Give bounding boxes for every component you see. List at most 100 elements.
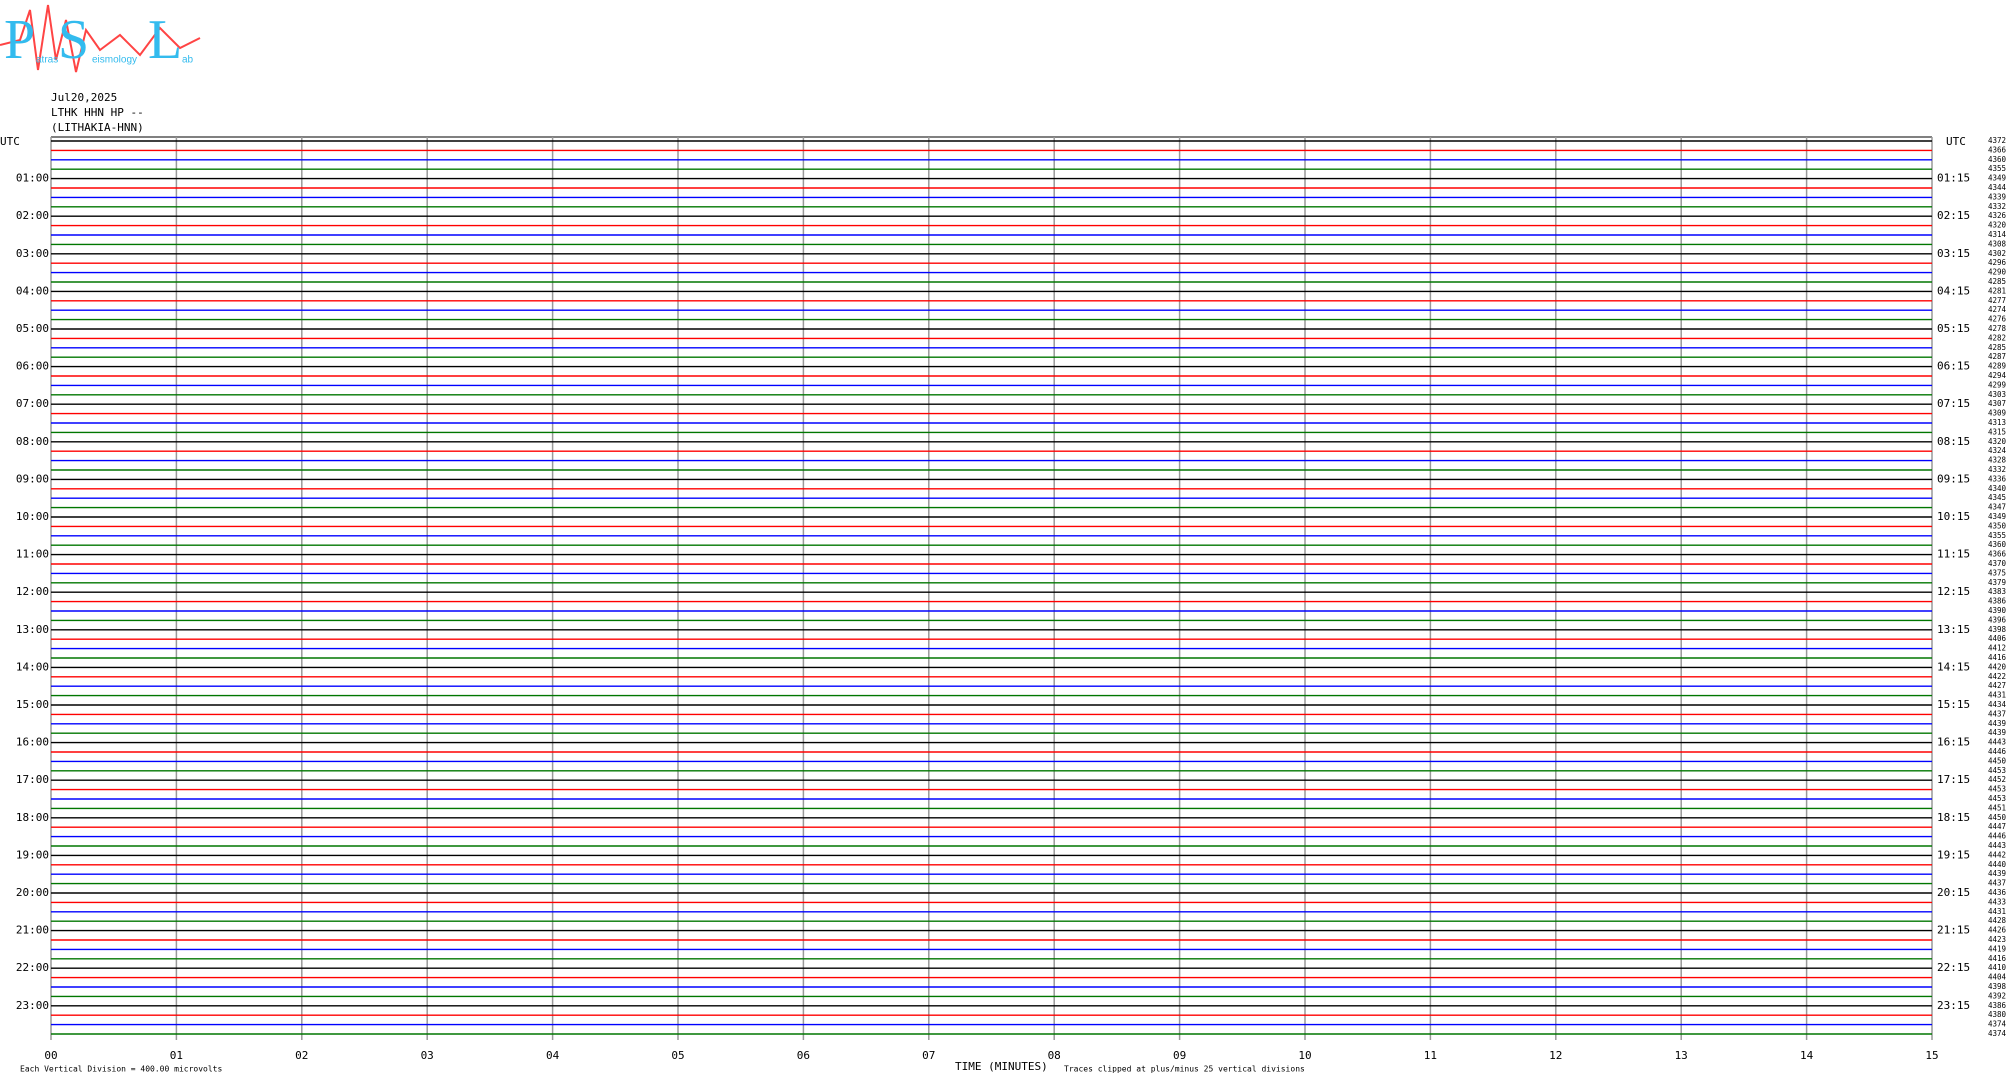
trace-count: 4398 <box>1988 982 2007 991</box>
trace-count: 4315 <box>1988 427 2006 436</box>
hour-label-right: 06:15 <box>1937 360 1970 373</box>
trace-count: 4309 <box>1988 409 2006 418</box>
hour-label-right: 15:15 <box>1937 698 1970 711</box>
hour-label-left: 07:00 <box>16 397 49 410</box>
hour-label-left: 17:00 <box>16 773 49 786</box>
trace-count: 4420 <box>1988 662 2007 671</box>
hour-label-left: 14:00 <box>16 660 49 673</box>
trace-count: 4324 <box>1988 446 2007 455</box>
trace-count: 4426 <box>1988 926 2007 935</box>
hour-label-left: 19:00 <box>16 848 49 861</box>
trace-count: 4434 <box>1988 700 2007 709</box>
hour-label-right: 23:15 <box>1937 999 1970 1012</box>
logo-small: ab <box>182 55 194 66</box>
x-tick-label: 14 <box>1800 1049 1814 1062</box>
trace-count: 4370 <box>1988 559 2007 568</box>
trace-count: 4431 <box>1988 907 2006 916</box>
trace-count: 4427 <box>1988 681 2006 690</box>
trace-count: 4440 <box>1988 860 2007 869</box>
trace-count: 4450 <box>1988 756 2007 765</box>
trace-count: 4355 <box>1988 531 2006 540</box>
hour-label-left: 01:00 <box>16 172 49 185</box>
hour-label-right: 20:15 <box>1937 886 1970 899</box>
trace-count: 4436 <box>1988 888 2007 897</box>
trace-count: 4439 <box>1988 719 2006 728</box>
trace-count: 4332 <box>1988 202 2006 211</box>
hour-label-left: 03:00 <box>16 247 49 260</box>
x-tick-label: 01 <box>170 1049 183 1062</box>
x-tick-label: 11 <box>1424 1049 1437 1062</box>
logo-letter: P <box>4 9 35 71</box>
x-tick-label: 07 <box>922 1049 935 1062</box>
logo-wave <box>0 4 201 73</box>
trace-count: 4307 <box>1988 399 2006 408</box>
hour-label-right: 19:15 <box>1937 848 1970 861</box>
trace-count: 4355 <box>1988 164 2006 173</box>
trace-count: 4350 <box>1988 521 2007 530</box>
x-tick-label: 00 <box>44 1049 57 1062</box>
trace-count: 4428 <box>1988 916 2007 925</box>
x-tick-label: 05 <box>671 1049 684 1062</box>
trace-count: 4375 <box>1988 568 2006 577</box>
hour-label-right: 21:15 <box>1937 924 1970 937</box>
trace-count: 4374 <box>1988 1020 2007 1029</box>
trace-count: 4396 <box>1988 615 2007 624</box>
trace-count: 4326 <box>1988 211 2007 220</box>
trace-count: 4277 <box>1988 296 2006 305</box>
hour-label-left: 06:00 <box>16 360 49 373</box>
trace-count: 4404 <box>1988 973 2007 982</box>
trace-count: 4386 <box>1988 1001 2007 1010</box>
trace-count: 4372 <box>1988 136 2006 145</box>
trace-count: 4452 <box>1988 775 2006 784</box>
x-tick-label: 09 <box>1173 1049 1186 1062</box>
trace-count: 4410 <box>1988 963 2007 972</box>
logo-small: atras <box>36 55 58 66</box>
hour-label-left: 09:00 <box>16 472 49 485</box>
trace-count: 4296 <box>1988 258 2007 267</box>
trace-count: 4299 <box>1988 380 2006 389</box>
trace-count: 4332 <box>1988 465 2006 474</box>
trace-count: 4437 <box>1988 879 2006 888</box>
trace-count: 4450 <box>1988 813 2007 822</box>
hour-label-right: 17:15 <box>1937 773 1970 786</box>
hour-label-left: 20:00 <box>16 886 49 899</box>
hour-label-right: 04:15 <box>1937 284 1970 297</box>
trace-count: 4320 <box>1988 221 2007 230</box>
trace-count: 4447 <box>1988 822 2006 831</box>
trace-count: 4314 <box>1988 230 2007 239</box>
trace-count: 4287 <box>1988 352 2006 361</box>
logo-letter: L <box>148 9 182 71</box>
utc-right: UTC <box>1946 135 1966 148</box>
date: Jul20,2025 <box>51 91 117 104</box>
trace-count: 4439 <box>1988 869 2006 878</box>
hour-label-right: 08:15 <box>1937 435 1970 448</box>
trace-count: 4366 <box>1988 145 2007 154</box>
hour-label-left: 02:00 <box>16 209 49 222</box>
hour-label-left: 05:00 <box>16 322 49 335</box>
x-tick-label: 04 <box>546 1049 560 1062</box>
trace-count: 4360 <box>1988 540 2007 549</box>
trace-count: 4281 <box>1988 286 2006 295</box>
trace-count: 4289 <box>1988 362 2006 371</box>
station: LTHK HHN HP -- <box>51 106 144 119</box>
x-tick-label: 13 <box>1675 1049 1688 1062</box>
trace-count: 4453 <box>1988 794 2006 803</box>
trace-count: 4345 <box>1988 493 2006 502</box>
trace-count: 4276 <box>1988 315 2007 324</box>
x-tick-label: 10 <box>1298 1049 1311 1062</box>
hour-label-left: 12:00 <box>16 585 49 598</box>
hour-label-right: 14:15 <box>1937 660 1970 673</box>
trace-count: 4285 <box>1988 343 2006 352</box>
hour-label-left: 08:00 <box>16 435 49 448</box>
hour-label-right: 11:15 <box>1937 548 1970 561</box>
hour-label-right: 07:15 <box>1937 397 1970 410</box>
trace-count: 4412 <box>1988 644 2006 653</box>
trace-count: 4347 <box>1988 503 2006 512</box>
trace-count: 4290 <box>1988 268 2007 277</box>
hour-label-right: 13:15 <box>1937 623 1970 636</box>
hour-label-right: 01:15 <box>1937 172 1970 185</box>
trace-count: 4339 <box>1988 192 2006 201</box>
trace-count: 4344 <box>1988 183 2007 192</box>
trace-count: 4308 <box>1988 239 2007 248</box>
